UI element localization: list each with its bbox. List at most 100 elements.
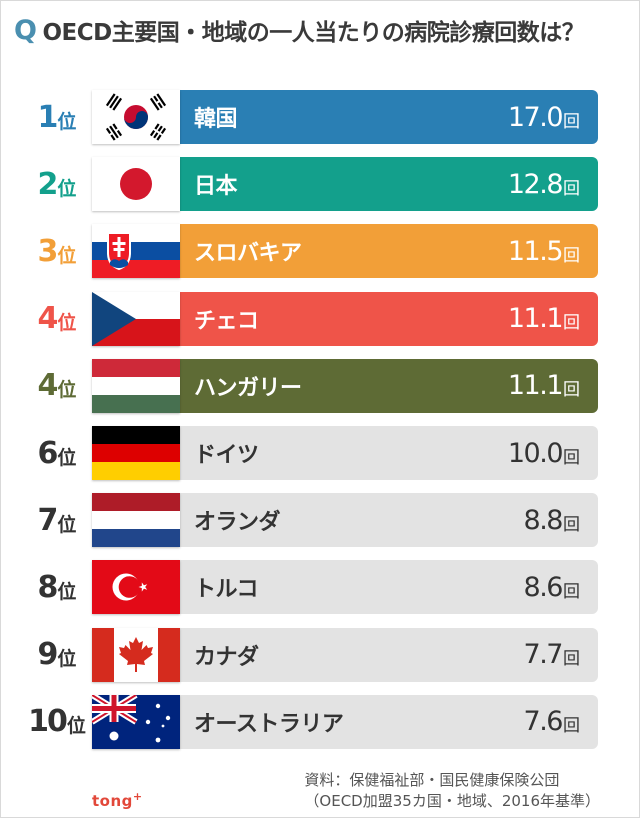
rank-number: 4 (37, 301, 59, 337)
canada-flag (92, 627, 180, 682)
rank-label: 10 位 (26, 694, 88, 750)
country-label: ドイツ (194, 443, 259, 468)
value-unit: 回 (563, 649, 580, 670)
rank-number: 1 (37, 99, 59, 135)
country-label: チェコ (194, 308, 259, 334)
rank-suffix: 位 (66, 715, 86, 738)
country-label: ハンガリー (194, 375, 302, 401)
value-unit: 回 (563, 716, 580, 737)
turkey-flag (92, 560, 180, 615)
rank-suffix: 位 (57, 110, 77, 133)
rank-suffix: 位 (57, 446, 77, 469)
rank-number: 3 (37, 233, 59, 269)
bar (180, 291, 598, 346)
tong-logo: tong+ (92, 790, 143, 810)
bar-row: 2 位 日本 12.8 回 (0, 156, 640, 212)
value-label: 8.8 回 (524, 492, 580, 548)
value-number: 11.1 (507, 370, 564, 402)
value-label: 7.6 回 (524, 694, 580, 750)
bar (180, 157, 598, 212)
country-label: トルコ (194, 577, 259, 603)
country-label: オランダ (194, 510, 281, 536)
value-number: 8.6 (523, 571, 564, 603)
bar (180, 493, 598, 548)
country-label: カナダ (194, 644, 259, 670)
logo-text: tong (92, 792, 133, 810)
netherlands-flag (92, 493, 180, 548)
value-unit: 回 (563, 581, 580, 602)
rank-number: 7 (37, 502, 59, 538)
value-unit: 回 (563, 514, 580, 535)
germany-flag (92, 426, 180, 480)
country-label: オーストラリア (194, 711, 344, 737)
chart-title: Q OECD主要国・地域の一人当たりの病院診療回数は？ (14, 8, 634, 52)
value-number: 7.7 (523, 639, 564, 671)
rank-suffix: 位 (57, 379, 77, 402)
japan-flag (92, 157, 180, 212)
bar (180, 694, 598, 749)
value-label: 17.0 回 (508, 89, 580, 145)
value-label: 7.7 回 (524, 627, 580, 683)
slovakia-flag (92, 224, 180, 279)
value-label: 11.5 回 (508, 223, 580, 279)
question-mark-icon: Q (14, 14, 37, 46)
bar-row: 7 位 オランダ 8.8 回 (0, 492, 640, 548)
rank-number: 4 (37, 368, 59, 404)
rank-number: 8 (37, 569, 59, 605)
rank-suffix: 位 (57, 177, 77, 200)
bar (180, 627, 598, 682)
bar (180, 224, 598, 279)
value-label: 11.1 回 (508, 358, 580, 414)
bar (180, 90, 598, 144)
chart-title-text: OECD主要国・地域の一人当たりの病院診療回数は？ (42, 20, 585, 46)
rank-suffix: 位 (57, 312, 77, 335)
source-note: 資料：保健福祉部・国民健康保険公団 （OECD加盟35カ国・地域、2016年基準… (304, 770, 600, 812)
value-number: 7.6 (523, 706, 564, 738)
rank-suffix: 位 (57, 580, 77, 603)
australia-flag (92, 694, 180, 749)
rank-number: 6 (37, 435, 59, 471)
bar (180, 358, 598, 413)
value-number: 10.0 (507, 437, 564, 469)
rank-suffix: 位 (57, 513, 77, 536)
hungary-flag (92, 358, 180, 413)
value-unit: 回 (563, 380, 580, 401)
value-number: 17.0 (507, 101, 564, 133)
logo-plus-icon: + (132, 790, 143, 803)
value-label: 10.0 回 (508, 425, 580, 481)
bar-row: 10 位 オーストラリア 7.6 回 (0, 694, 640, 750)
bar (180, 426, 598, 480)
source-line-2: （OECD加盟35カ国・地域、2016年基準） (304, 792, 600, 810)
value-number: 11.5 (507, 235, 564, 267)
rank-suffix: 位 (57, 648, 77, 671)
value-unit: 回 (563, 447, 580, 468)
value-unit: 回 (563, 178, 580, 199)
value-number: 8.8 (523, 504, 564, 536)
rank-number: 10 (28, 704, 68, 740)
value-unit: 回 (563, 245, 580, 266)
value-unit: 回 (563, 313, 580, 334)
south-korea-flag (92, 90, 180, 144)
country-label: 韓国 (194, 107, 238, 132)
value-label: 8.6 回 (524, 559, 580, 615)
country-label: 日本 (194, 174, 238, 200)
bar-row: 4 位 チェコ 11.1 回 (0, 291, 640, 347)
bar-row: 4 位 ハンガリー 11.1 回 (0, 358, 640, 414)
value-label: 11.1 回 (508, 291, 580, 347)
rank-number: 9 (37, 637, 59, 673)
country-label: スロバキア (194, 241, 302, 267)
value-unit: 回 (563, 111, 580, 132)
